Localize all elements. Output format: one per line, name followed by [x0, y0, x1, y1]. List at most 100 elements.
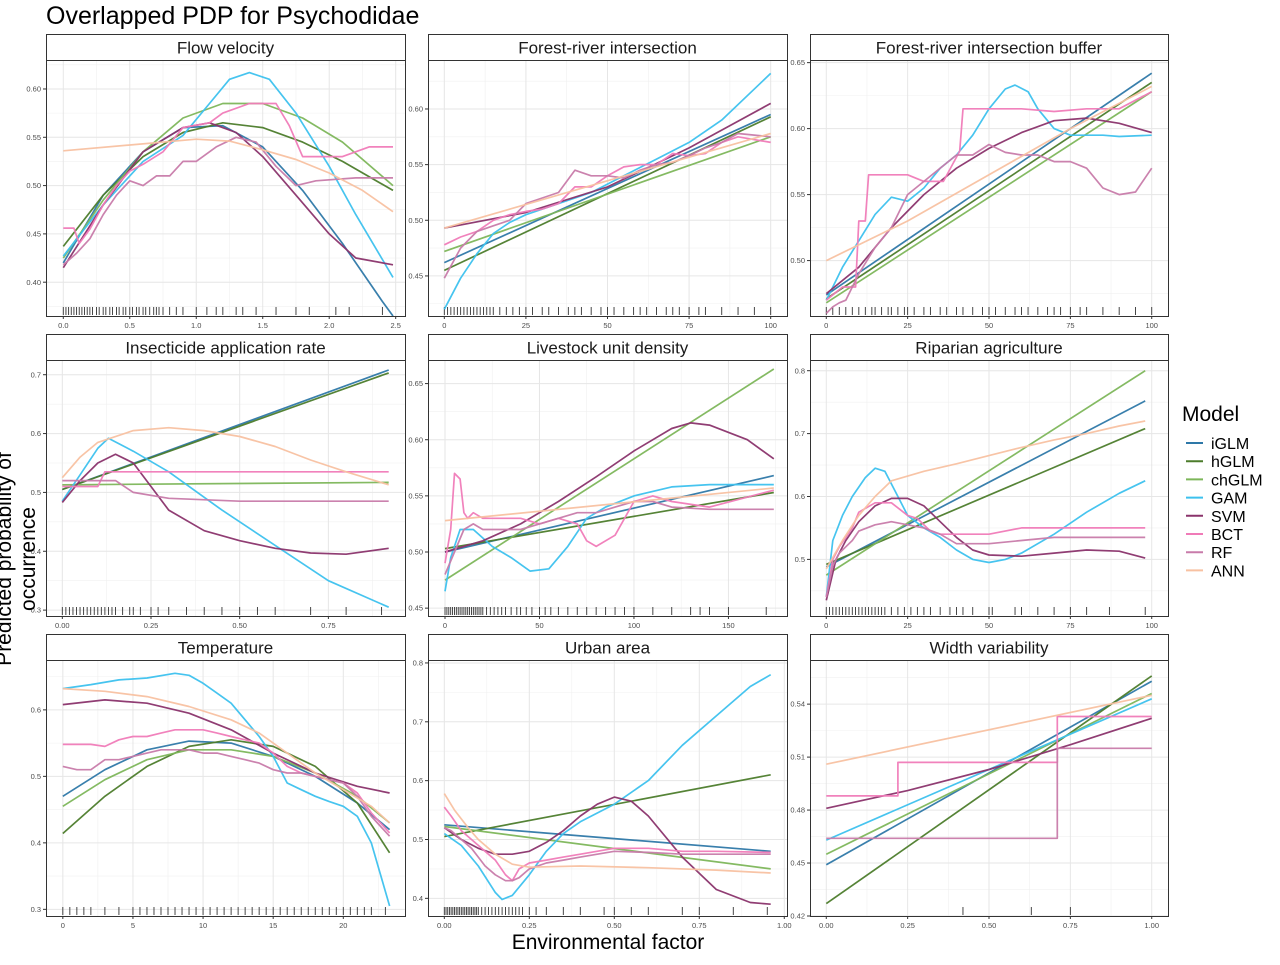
legend-label: RF	[1211, 545, 1233, 562]
x-tick-label: 100	[1145, 321, 1158, 330]
grid	[810, 360, 1168, 616]
y-tick-label: 0.55	[408, 160, 423, 169]
series-line-rf	[443, 826, 771, 882]
series-line-hglm	[825, 675, 1153, 905]
series-line-ann	[443, 793, 771, 874]
series-line-gam	[62, 672, 391, 907]
series-line-ann	[444, 487, 774, 522]
x-tick-label: 0.25	[900, 921, 915, 930]
panel-title: Urban area	[565, 639, 651, 658]
panel-border	[428, 660, 788, 917]
legend-item-svm: SVM	[1186, 509, 1246, 526]
x-tick-label: 75	[685, 321, 693, 330]
series-line-rf	[826, 747, 1152, 840]
panel-title: Width variability	[929, 639, 1049, 658]
axes: 0 25 50 75 100 0.5 0.6 0.7 0.8	[795, 366, 1158, 630]
legend-item-ann: ANN	[1186, 563, 1245, 580]
panel-strip	[428, 34, 788, 61]
series-line-hglm	[444, 491, 774, 550]
y-tick-label: 0.7	[413, 717, 423, 726]
x-tick-label: 100	[1145, 621, 1158, 630]
series-line-ann	[61, 426, 389, 486]
y-tick-label: 0.7	[31, 370, 41, 379]
grid	[428, 660, 787, 916]
axes: 0.00 0.25 0.50 0.75 0.3 0.4 0.5 0.6 0.7	[31, 370, 336, 630]
y-tick-label: 0.7	[795, 429, 805, 438]
x-tick-label: 0	[61, 921, 65, 930]
grid	[428, 360, 787, 616]
legend-label: hGLM	[1211, 454, 1255, 471]
x-tick-label: 2.0	[324, 321, 334, 330]
series-lines	[62, 672, 391, 907]
y-tick-label: 0.65	[408, 379, 423, 388]
series-line-hglm	[62, 121, 394, 247]
legend-item-iglm: iGLM	[1186, 436, 1249, 453]
x-tick-label: 0.75	[692, 921, 707, 930]
x-tick-label: 0	[442, 321, 446, 330]
series-line-rf	[825, 520, 1146, 598]
panel-strip	[810, 334, 1169, 361]
x-tick-label: 0.5	[125, 321, 135, 330]
y-tick-label: 0.50	[408, 548, 423, 557]
series-line-iglm	[825, 72, 1153, 296]
rug	[62, 907, 386, 915]
legend-item-rf: RF	[1186, 545, 1233, 562]
legend-label: chGLM	[1211, 472, 1263, 489]
y-tick-label: 0.50	[790, 256, 805, 265]
panel-border	[46, 660, 406, 917]
y-tick-label: 0.45	[408, 272, 423, 281]
series-line-chglm	[62, 102, 394, 259]
rug	[825, 307, 1153, 315]
y-tick-label: 0.6	[413, 776, 423, 785]
y-tick-label: 0.3	[31, 905, 41, 914]
y-tick-label: 0.60	[26, 85, 41, 94]
x-tick-label: 0.50	[982, 921, 997, 930]
panel-strip	[428, 634, 788, 661]
series-line-bct	[63, 102, 393, 245]
x-tick-label: 25	[903, 621, 911, 630]
rug	[62, 307, 383, 315]
panel-title: Temperature	[178, 639, 273, 658]
series-line-gam	[825, 467, 1146, 598]
series-line-gam	[444, 483, 774, 592]
series-line-bct	[443, 806, 771, 882]
series-line-ann	[826, 694, 1152, 766]
panel-title: Riparian agriculture	[915, 339, 1062, 358]
legend-item-chglm: chGLM	[1186, 472, 1263, 489]
series-line-svm	[62, 699, 390, 794]
series-line-chglm	[825, 692, 1153, 855]
x-tick-label: 20	[339, 921, 347, 930]
y-tick-label: 0.4	[413, 894, 423, 903]
y-tick-label: 0.6	[31, 705, 41, 714]
series-line-ann	[62, 687, 391, 824]
series-line-chglm	[825, 369, 1146, 576]
x-tick-label: 0.00	[819, 921, 834, 930]
y-tick-label: 0.40	[26, 278, 41, 287]
x-tick-label: 25	[522, 321, 530, 330]
series-lines	[444, 368, 775, 592]
series-line-chglm	[444, 825, 771, 870]
y-tick-label: 0.60	[790, 124, 805, 133]
x-tick-label: 1.00	[1144, 921, 1159, 930]
panel-title: Flow velocity	[177, 39, 275, 58]
y-tick-label: 0.42	[790, 912, 805, 921]
x-tick-label: 0	[824, 621, 828, 630]
y-tick-label: 0.5	[795, 555, 805, 564]
series-line-chglm	[444, 368, 775, 581]
x-tick-label: 0.0	[58, 321, 68, 330]
grid	[810, 660, 1168, 917]
axes: 0 25 50 75 100 0.45 0.50 0.55 0.60	[408, 105, 777, 330]
series-line-hglm	[62, 738, 391, 854]
x-tick-label: 0.00	[55, 621, 70, 630]
y-tick-label: 0.65	[790, 58, 805, 67]
series-line-iglm	[62, 740, 391, 831]
series-line-svm	[61, 453, 389, 556]
grid	[46, 60, 405, 316]
x-tick-label: 100	[764, 321, 777, 330]
series-line-bct	[62, 470, 389, 488]
axes: 0 5 10 15 20 0.3 0.4 0.5 0.6	[31, 705, 348, 930]
